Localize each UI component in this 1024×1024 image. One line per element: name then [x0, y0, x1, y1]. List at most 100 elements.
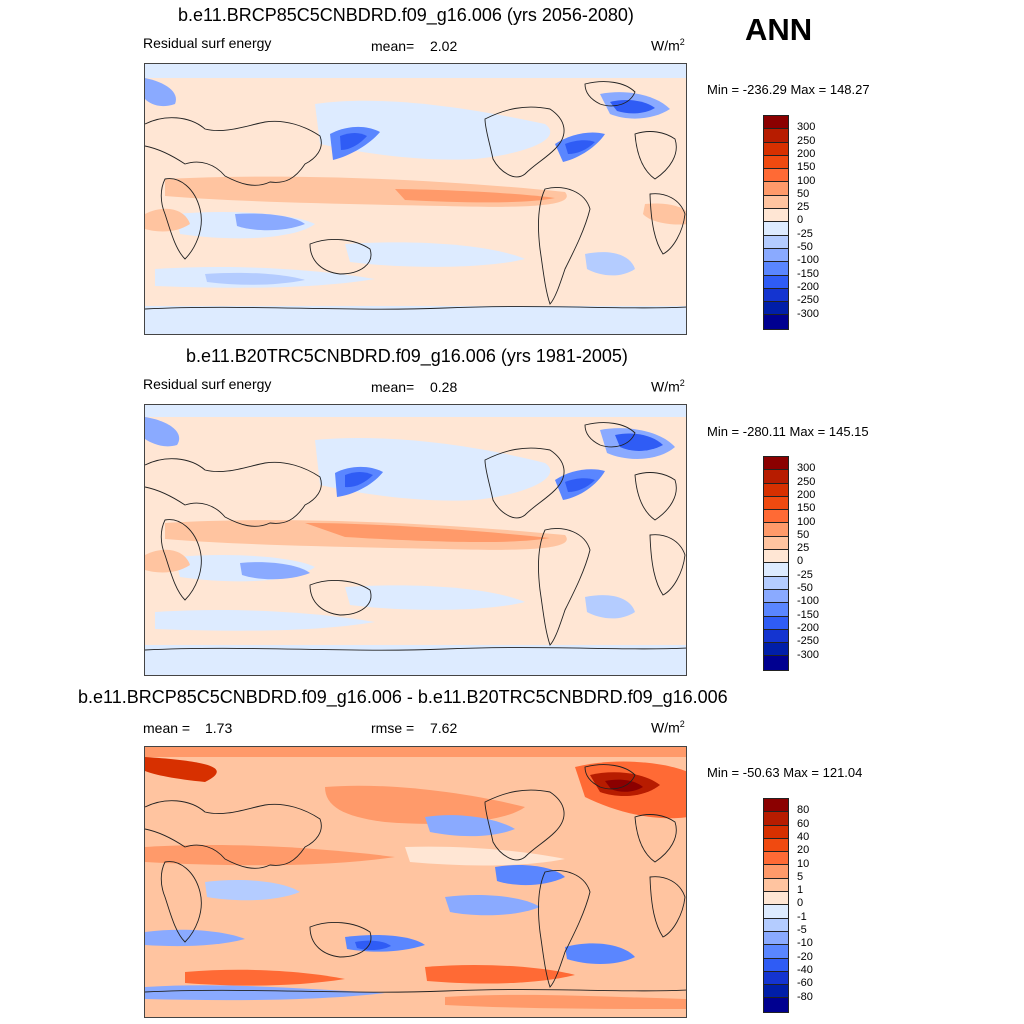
- colorbar-swatch: [764, 302, 788, 316]
- colorbar-tick-label: 250: [797, 134, 816, 147]
- colorbar-swatch: [764, 315, 788, 329]
- colorbar-tick-label: 5: [797, 870, 804, 883]
- colorbar-tick-label: -100: [797, 254, 820, 267]
- colorbar-tick-label: 0: [797, 897, 804, 910]
- panel2-title: b.e11.B20TRC5CNBDRD.f09_g16.006 (yrs 198…: [186, 346, 628, 366]
- panel3-rmse-label: rmse =: [371, 720, 415, 736]
- colorbar-tick-label: 200: [797, 147, 816, 160]
- colorbar-swatch: [764, 905, 788, 919]
- colorbar-tick-label: -60: [797, 977, 813, 990]
- colorbar-tick-label: 60: [797, 817, 810, 830]
- colorbar-swatch: [764, 838, 788, 853]
- panel3-title: b.e11.BRCP85C5CNBDRD.f09_g16.006 - b.e11…: [78, 687, 728, 707]
- panel2-minmax: Min = -280.11 Max = 145.15: [707, 424, 869, 439]
- colorbar-swatch: [764, 998, 788, 1012]
- panel3-mean-label: mean =: [143, 720, 191, 736]
- colorbar-swatch: [764, 589, 788, 604]
- colorbar-tick-label: -1: [797, 910, 807, 923]
- panel2-variable-label: Residual surf energy: [143, 376, 272, 392]
- colorbar-tick-label: -5: [797, 924, 807, 936]
- colorbar-tick-label: -300: [797, 648, 820, 661]
- colorbar-tick-label: -25: [797, 227, 813, 240]
- colorbar-swatch: [764, 576, 788, 590]
- panel2-colorbar: [763, 456, 789, 671]
- panel1-colorbar: [763, 115, 789, 330]
- colorbar-swatch: [764, 248, 788, 263]
- colorbar-tick-label: 1: [797, 884, 804, 897]
- colorbar-swatch: [764, 222, 788, 236]
- colorbar-tick-label: 300: [797, 121, 816, 134]
- colorbar-tick-label: 100: [797, 515, 816, 528]
- colorbar-tick-label: 50: [797, 528, 810, 541]
- panel3-units: W/m2: [651, 719, 685, 736]
- colorbar-swatch: [764, 457, 788, 471]
- colorbar-tick-label: -200: [797, 280, 820, 293]
- colorbar-tick-label: 0: [797, 555, 804, 568]
- colorbar-swatch: [764, 169, 788, 183]
- colorbar-tick-label: 100: [797, 174, 816, 187]
- colorbar-tick-label: 150: [797, 161, 816, 174]
- colorbar-swatch: [764, 603, 788, 617]
- colorbar-swatch: [764, 182, 788, 196]
- colorbar-tick-label: 80: [797, 804, 810, 817]
- colorbar-swatch: [764, 656, 788, 670]
- panel2-mean-label: mean=: [371, 379, 415, 395]
- colorbar-swatch: [764, 563, 788, 577]
- colorbar-swatch: [764, 852, 788, 866]
- colorbar-swatch: [764, 496, 788, 511]
- panel1-minmax: Min = -236.29 Max = 148.27: [707, 82, 870, 97]
- colorbar-tick-label: -25: [797, 568, 813, 581]
- panel1-mean-value: 2.02: [430, 38, 458, 54]
- colorbar-swatch: [764, 643, 788, 657]
- colorbar-swatch: [764, 195, 788, 210]
- colorbar-swatch: [764, 865, 788, 879]
- colorbar-swatch: [764, 629, 788, 644]
- colorbar-swatch: [764, 155, 788, 170]
- colorbar-swatch: [764, 799, 788, 813]
- colorbar-swatch: [764, 536, 788, 551]
- colorbar-tick-label: -250: [797, 635, 820, 648]
- colorbar-swatch: [764, 918, 788, 932]
- panel3-colorbar: [763, 798, 789, 1013]
- colorbar-tick-label: -20: [797, 950, 813, 963]
- colorbar-swatch: [764, 931, 788, 946]
- colorbar-swatch: [764, 616, 788, 630]
- panel3-rmse-value: 7.62: [430, 720, 458, 736]
- colorbar-tick-label: -100: [797, 595, 820, 608]
- colorbar-swatch: [764, 958, 788, 972]
- colorbar-tick-label: -80: [797, 990, 813, 1003]
- panel1-map: [144, 63, 687, 335]
- colorbar-swatch: [764, 971, 788, 986]
- colorbar-swatch: [764, 878, 788, 893]
- colorbar-swatch: [764, 209, 788, 223]
- colorbar-swatch: [764, 523, 788, 537]
- colorbar-swatch: [764, 262, 788, 276]
- colorbar-swatch: [764, 945, 788, 959]
- colorbar-swatch: [764, 235, 788, 249]
- panel1-units: W/m2: [651, 37, 685, 54]
- colorbar-swatch: [764, 275, 788, 289]
- panel1-mean-label: mean=: [371, 38, 415, 54]
- colorbar-tick-label: 25: [797, 542, 810, 555]
- colorbar-swatch: [764, 892, 788, 906]
- colorbar-tick-label: -150: [797, 608, 820, 621]
- season-label: ANN: [745, 12, 813, 47]
- panel2-map: [144, 404, 687, 676]
- colorbar-tick-label: 300: [797, 462, 816, 475]
- panel3-mean-value: 1.73: [205, 720, 233, 736]
- colorbar-tick-label: 150: [797, 502, 816, 515]
- colorbar-tick-label: -300: [797, 307, 820, 320]
- colorbar-tick-label: 40: [797, 830, 810, 843]
- colorbar-swatch: [764, 116, 788, 130]
- colorbar-swatch: [764, 142, 788, 156]
- colorbar-swatch: [764, 510, 788, 524]
- colorbar-tick-label: -50: [797, 582, 813, 594]
- colorbar-tick-label: 50: [797, 187, 810, 200]
- colorbar-tick-label: 20: [797, 844, 810, 857]
- colorbar-tick-label: 10: [797, 857, 810, 870]
- colorbar-swatch: [764, 812, 788, 826]
- colorbar-tick-label: -50: [797, 241, 813, 253]
- colorbar-swatch: [764, 985, 788, 999]
- colorbar-swatch: [764, 288, 788, 303]
- colorbar-tick-label: 200: [797, 488, 816, 501]
